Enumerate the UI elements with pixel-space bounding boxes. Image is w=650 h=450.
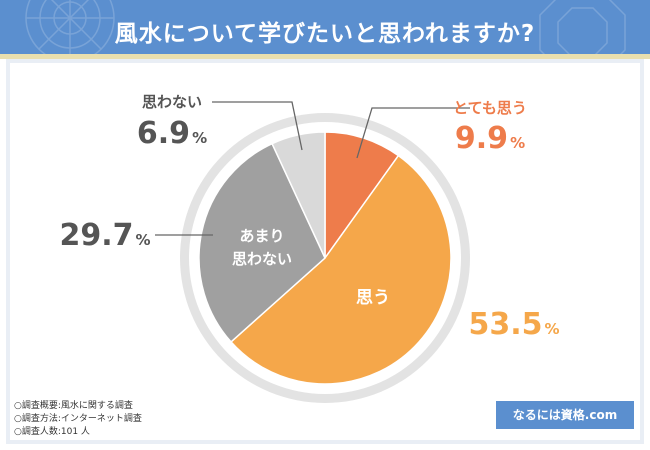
slice-value-number: 29.7 (59, 218, 133, 253)
survey-note-overview: ○調査概要:風水に関する調査 (14, 401, 133, 411)
slice-value-number: 53.5 (468, 307, 542, 342)
slice-value-unit: % (545, 320, 560, 338)
slice-value-yes: 53.5% (468, 307, 559, 342)
slice-label-yes: 思う (356, 288, 390, 308)
header-band (0, 0, 650, 54)
header-decoration (25, 0, 626, 76)
slice-label-no: 思わない (142, 93, 202, 111)
slice-value-not-really: 29.7% (59, 218, 150, 253)
pie-slice-not-really (198, 142, 326, 343)
slice-value-unit: % (192, 129, 207, 147)
survey-note-method: ○調査方法:インターネット調査 (14, 414, 142, 424)
leader-line-no (212, 101, 303, 151)
survey-note-respondents: ○調査人数:101 人 (14, 427, 90, 437)
slice-value-no: 6.9% (137, 116, 207, 151)
slice-value-very-much: 9.9% (455, 121, 525, 156)
leader-line-very-much (356, 107, 470, 159)
pie-slice-no (271, 131, 326, 259)
pie-slices (198, 131, 452, 385)
pie-slice-yes (229, 154, 452, 385)
header-accent-line (0, 54, 650, 59)
slice-value-number: 6.9 (137, 116, 190, 151)
slice-value-unit: % (136, 231, 151, 249)
slice-value-unit: % (510, 134, 525, 152)
slice-value-number: 9.9 (455, 121, 508, 156)
survey-notes: ○調査概要:風水に関する調査 ○調査方法:インターネット調査 ○調査人数:101… (14, 400, 142, 439)
page-title: 風水について学びたいと思われますか? (114, 21, 536, 47)
slice-label-not-really-line1: あまり (239, 227, 284, 245)
slice-label-not-really-line2: 思わない (232, 250, 292, 268)
slice-label-very-much: とても思う (453, 99, 527, 117)
brand-badge[interactable]: なるには資格.com (496, 401, 634, 429)
